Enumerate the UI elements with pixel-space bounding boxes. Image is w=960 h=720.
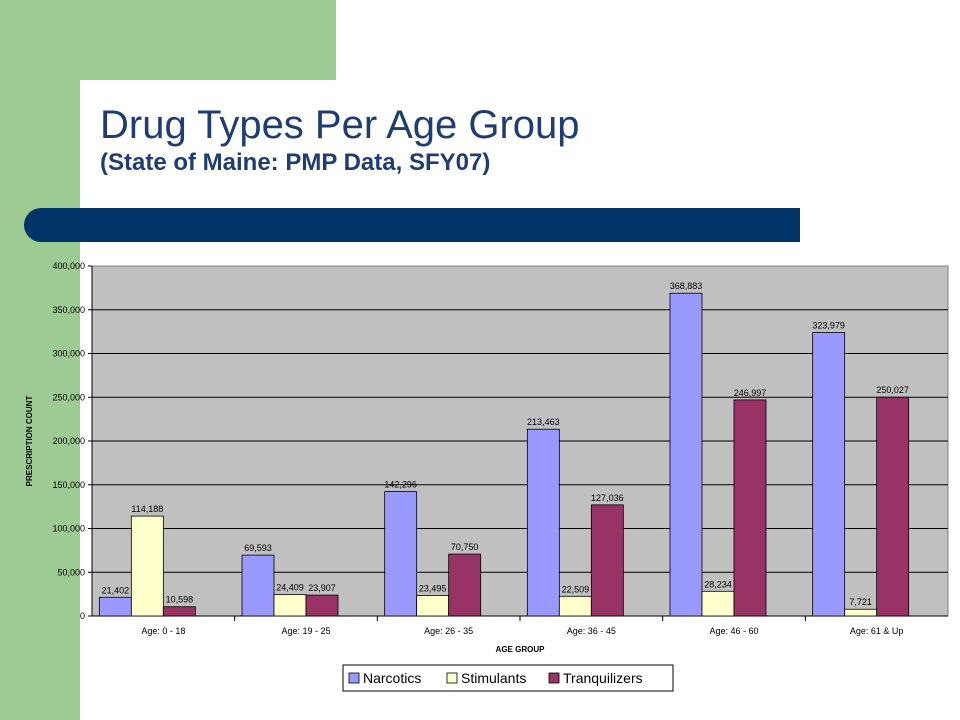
bar-stimulants: [416, 595, 450, 617]
bar-tranquilizers: [162, 606, 196, 617]
y-tick-label: 400,000: [52, 261, 85, 271]
legend: [342, 664, 674, 692]
y-tick-label: 200,000: [52, 436, 85, 446]
bar-tranquilizers: [448, 553, 482, 617]
x-tick-label: Age: 26 - 35: [424, 626, 473, 636]
x-axis-title: AGE GROUP: [496, 645, 546, 654]
data-label: 213,463: [527, 417, 560, 427]
accent-bar: [64, 208, 800, 242]
data-label: 21,402: [102, 585, 130, 595]
bar-tranquilizers: [733, 399, 767, 617]
y-tick-label: 150,000: [52, 480, 85, 490]
data-label: 368,883: [670, 281, 703, 291]
title-corner-curve: [80, 80, 336, 220]
bar-narcotics: [241, 554, 275, 617]
slide-title: Drug Types Per Age Group: [100, 103, 580, 147]
legend-label: Tranquilizers: [563, 670, 643, 686]
legend-swatch-stimulants: [446, 672, 458, 684]
x-tick-label: Age: 19 - 25: [281, 626, 330, 636]
data-label: 22,509: [562, 584, 590, 594]
y-tick-label: 50,000: [57, 567, 85, 577]
slide-title-block: Drug Types Per Age Group (State of Maine…: [100, 102, 900, 178]
data-label: 246,997: [734, 388, 767, 398]
bar-stimulants: [130, 515, 164, 617]
data-label: 23,907: [308, 583, 336, 593]
data-label: 70,750: [451, 542, 479, 552]
bar-stimulants: [273, 594, 307, 617]
bar-narcotics: [669, 292, 703, 617]
green-sidebar-band: [0, 0, 80, 720]
bar-narcotics: [812, 332, 846, 617]
bar-chart: 0 50,000 100,000 150,000 200,000 250,000 300,0…: [25, 261, 949, 692]
bar-stimulants: [844, 608, 878, 617]
legend-swatch-tranquilizers: [548, 672, 560, 684]
y-tick-label: 0: [80, 611, 85, 621]
legend-label: Stimulants: [461, 670, 526, 686]
x-tick-label: Age: 46 - 60: [709, 626, 758, 636]
bar-stimulants: [701, 590, 735, 617]
bar-tranquilizers: [876, 396, 910, 617]
data-label: 23,495: [419, 583, 447, 593]
data-label: 7,721: [849, 597, 872, 607]
data-label: 69,593: [244, 543, 272, 553]
green-top-block: [0, 0, 336, 80]
y-tick-label: 100,000: [52, 524, 85, 534]
bar-tranquilizers: [590, 504, 624, 617]
data-label: 24,409: [276, 583, 304, 593]
x-tick-label: Age: 0 - 18: [141, 626, 185, 636]
y-tick-label: 250,000: [52, 392, 85, 402]
y-axis-title: PRESCRIPTION COUNT: [25, 396, 34, 487]
y-tick-label: 300,000: [52, 349, 85, 359]
data-label: 250,027: [876, 385, 909, 395]
slide-subtitle: (State of Maine: PMP Data, SFY07): [100, 149, 491, 176]
bar-narcotics: [98, 596, 132, 617]
bar-narcotics: [526, 428, 560, 617]
bar-tranquilizers: [305, 594, 339, 617]
data-label: 114,188: [131, 504, 163, 514]
legend-label: Narcotics: [363, 670, 421, 686]
data-label: 127,036: [591, 493, 624, 503]
legend-swatch-narcotics: [348, 672, 360, 684]
data-label: 142,296: [384, 479, 417, 489]
y-tick-label: 350,000: [52, 305, 85, 315]
bar-stimulants: [558, 595, 592, 617]
bar-narcotics: [384, 491, 418, 617]
x-tick-label: Age: 61 & Up: [850, 626, 904, 636]
data-label: 323,979: [812, 321, 845, 331]
data-label: 28,234: [704, 579, 732, 589]
x-tick-label: Age: 36 - 45: [567, 626, 616, 636]
data-label: 10,598: [166, 595, 194, 605]
